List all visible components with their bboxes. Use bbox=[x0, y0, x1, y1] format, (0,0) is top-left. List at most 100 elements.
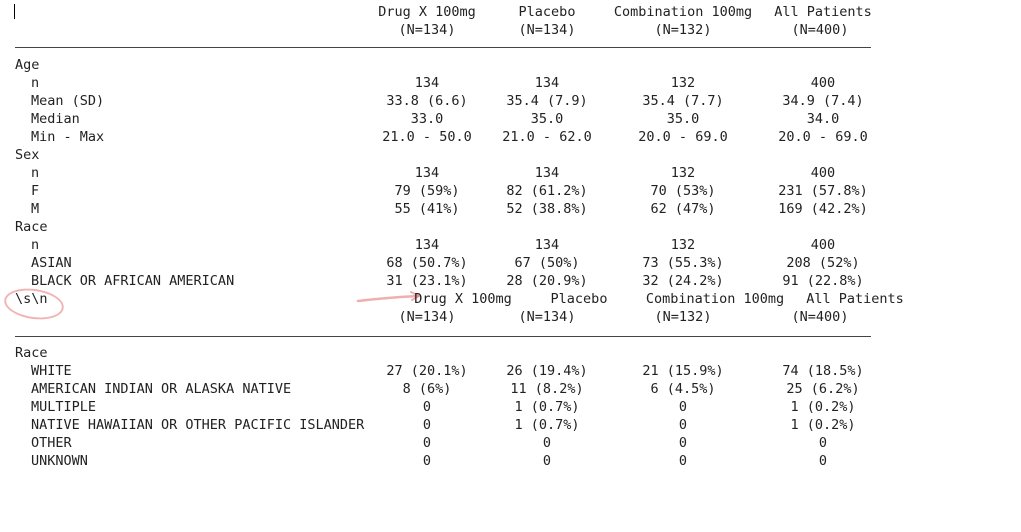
table-cell: 132 bbox=[670, 75, 696, 91]
column-header-drug-x-2: Drug X 100mg bbox=[414, 291, 512, 307]
table-cell: 21 (15.9%) bbox=[642, 363, 724, 379]
table-cell: 0 bbox=[422, 435, 432, 451]
table-cell: 20.0 - 69.0 bbox=[638, 129, 728, 145]
table-cell: 0 bbox=[422, 417, 432, 433]
table-cell: 8 (6%) bbox=[402, 381, 452, 397]
column-n-all-patients: (N=400) bbox=[791, 22, 849, 38]
row-label: n bbox=[31, 75, 40, 91]
row-label: n bbox=[31, 237, 40, 253]
table-cell: 231 (57.8%) bbox=[778, 183, 868, 199]
table-cell: 35.0 bbox=[530, 111, 564, 127]
table-cell: 27 (20.1%) bbox=[386, 363, 468, 379]
annotation-arrow-icon bbox=[356, 291, 422, 303]
table-cell: 33.0 bbox=[410, 111, 444, 127]
row-label: ASIAN bbox=[31, 255, 72, 271]
column-header-all-patients-2: All Patients bbox=[806, 291, 904, 307]
column-n-placebo-2: (N=134) bbox=[518, 309, 576, 325]
table-cell: 55 (41%) bbox=[394, 201, 460, 217]
column-header-drug-x: Drug X 100mg bbox=[378, 4, 476, 20]
table-cell: 134 bbox=[414, 75, 440, 91]
table-cell: 134 bbox=[534, 237, 560, 253]
table-cell: 73 (55.3%) bbox=[642, 255, 724, 271]
table-cell: 91 (22.8%) bbox=[782, 273, 864, 289]
table-cell: 32 (24.2%) bbox=[642, 273, 724, 289]
table-cell: 34.0 bbox=[806, 111, 840, 127]
header-rule-2 bbox=[15, 336, 871, 337]
column-n-combination-2: (N=132) bbox=[654, 309, 712, 325]
row-label: F bbox=[31, 183, 40, 199]
table-cell: 52 (38.8%) bbox=[506, 201, 588, 217]
table-cell: 0 bbox=[678, 435, 688, 451]
row-label: BLACK OR AFRICAN AMERICAN bbox=[31, 273, 235, 289]
annotation-circle bbox=[2, 284, 66, 324]
table-cell: 28 (20.9%) bbox=[506, 273, 588, 289]
table-cell: 132 bbox=[670, 237, 696, 253]
table-cell: 134 bbox=[414, 165, 440, 181]
table-cell: 25 (6.2%) bbox=[786, 381, 860, 397]
table-cell: 0 bbox=[422, 399, 432, 415]
row-group-label: Sex bbox=[15, 147, 40, 163]
table-cell: 0 bbox=[678, 399, 688, 415]
table-cell: 1 (0.2%) bbox=[790, 399, 856, 415]
table-cell: 31 (23.1%) bbox=[386, 273, 468, 289]
row-group-label: Race bbox=[15, 219, 48, 235]
table-cell: 20.0 - 69.0 bbox=[778, 129, 868, 145]
column-n-drug-x: (N=134) bbox=[398, 22, 456, 38]
table-cell: 11 (8.2%) bbox=[510, 381, 584, 397]
table-cell: 70 (53%) bbox=[650, 183, 716, 199]
row-label: Mean (SD) bbox=[31, 93, 105, 109]
table-cell: 67 (50%) bbox=[514, 255, 580, 271]
column-header-placebo-2: Placebo bbox=[550, 291, 608, 307]
separator-text: \s\n bbox=[15, 291, 48, 307]
table-cell: 21.0 - 62.0 bbox=[502, 129, 592, 145]
row-label: UNKNOWN bbox=[31, 453, 88, 469]
column-header-placebo: Placebo bbox=[518, 4, 576, 20]
table-cell: 0 bbox=[542, 453, 552, 469]
table-cell: 400 bbox=[810, 237, 836, 253]
table-cell: 134 bbox=[534, 165, 560, 181]
table-cell: 34.9 (7.4) bbox=[782, 93, 864, 109]
table-cell: 35.4 (7.7) bbox=[642, 93, 724, 109]
column-header-combination-2: Combination 100mg bbox=[645, 291, 785, 307]
table-cell: 21.0 - 50.0 bbox=[382, 129, 472, 145]
table-cell: 6 (4.5%) bbox=[650, 381, 716, 397]
row-label: MULTIPLE bbox=[31, 399, 97, 415]
row-label: n bbox=[31, 165, 40, 181]
column-header-combination: Combination 100mg bbox=[613, 4, 753, 20]
row-label: M bbox=[31, 201, 40, 217]
row-group-label: Race bbox=[15, 345, 48, 361]
row-label: AMERICAN INDIAN OR ALASKA NATIVE bbox=[31, 381, 292, 397]
table-cell: 0 bbox=[422, 453, 432, 469]
column-n-all-patients-2: (N=400) bbox=[791, 309, 849, 325]
table-cell: 1 (0.7%) bbox=[514, 417, 580, 433]
table-cell: 35.4 (7.9) bbox=[506, 93, 588, 109]
table-cell: 74 (18.5%) bbox=[782, 363, 864, 379]
table-cell: 0 bbox=[818, 435, 828, 451]
row-label: Median bbox=[31, 111, 80, 127]
table-cell: 208 (52%) bbox=[786, 255, 860, 271]
row-group-label: Age bbox=[15, 57, 40, 73]
table-cell: 169 (42.2%) bbox=[778, 201, 868, 217]
column-n-drug-x-2: (N=134) bbox=[398, 309, 456, 325]
table-cell: 68 (50.7%) bbox=[386, 255, 468, 271]
table-cell: 0 bbox=[818, 453, 828, 469]
table-cell: 134 bbox=[414, 237, 440, 253]
row-label: Min - Max bbox=[31, 129, 105, 145]
table-cell: 35.0 bbox=[666, 111, 700, 127]
column-header-all-patients: All Patients bbox=[774, 4, 872, 20]
row-label: NATIVE HAWAIIAN OR OTHER PACIFIC ISLANDE… bbox=[31, 417, 365, 433]
table-cell: 33.8 (6.6) bbox=[386, 93, 468, 109]
table-cell: 0 bbox=[678, 417, 688, 433]
table-cell: 400 bbox=[810, 75, 836, 91]
table-cell: 0 bbox=[678, 453, 688, 469]
table-cell: 79 (59%) bbox=[394, 183, 460, 199]
table-cell: 132 bbox=[670, 165, 696, 181]
table-cell: 82 (61.2%) bbox=[506, 183, 588, 199]
row-label: OTHER bbox=[31, 435, 72, 451]
table-cell: 1 (0.2%) bbox=[790, 417, 856, 433]
column-n-placebo: (N=134) bbox=[518, 22, 576, 38]
table-cell: 26 (19.4%) bbox=[506, 363, 588, 379]
table-cell: 62 (47%) bbox=[650, 201, 716, 217]
column-n-combination: (N=132) bbox=[654, 22, 712, 38]
row-label: WHITE bbox=[31, 363, 72, 379]
